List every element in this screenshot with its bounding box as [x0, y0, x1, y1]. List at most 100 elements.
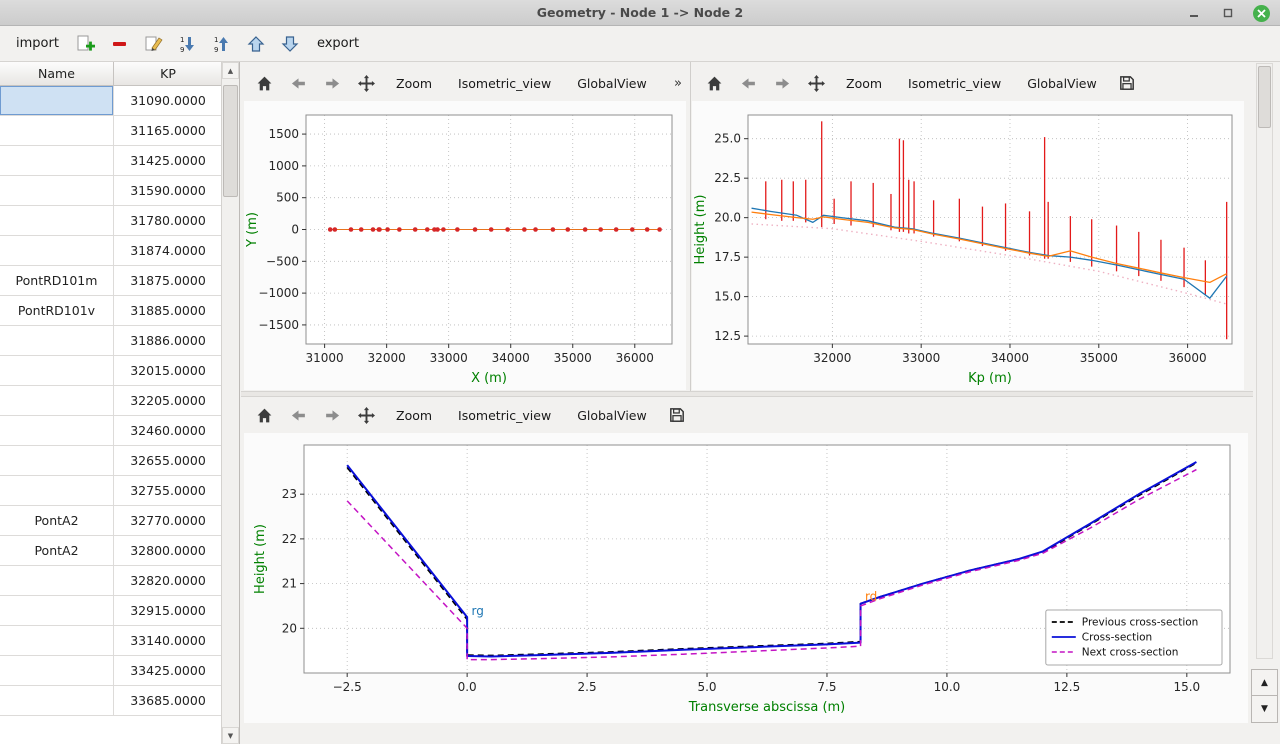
kp-cell[interactable]: 32915.0000 — [130, 603, 206, 618]
name-cell[interactable] — [0, 86, 114, 115]
name-cell[interactable] — [0, 656, 114, 685]
name-cell[interactable] — [0, 116, 114, 145]
kp-cell[interactable]: 32205.0000 — [130, 393, 206, 408]
name-cell[interactable] — [0, 206, 114, 235]
table-row[interactable]: 32655.0000 — [0, 446, 222, 476]
table-scrollbar[interactable]: ▲ ▼ — [221, 62, 239, 744]
kp-cell[interactable]: 31425.0000 — [130, 153, 206, 168]
scroll-up-button[interactable]: ▲ — [1251, 669, 1278, 696]
table-row[interactable]: PontA2 32800.0000 — [0, 536, 222, 566]
forward-icon[interactable] — [318, 402, 346, 428]
table-row[interactable]: 33140.0000 — [0, 626, 222, 656]
right-scrollbar[interactable] — [1256, 63, 1273, 659]
table-row[interactable]: 31590.0000 — [0, 176, 222, 206]
table-row[interactable]: 33685.0000 — [0, 686, 222, 716]
forward-icon[interactable] — [768, 70, 796, 96]
table-row[interactable]: 32820.0000 — [0, 566, 222, 596]
table-row[interactable]: 31886.0000 — [0, 326, 222, 356]
kp-cell[interactable]: 31165.0000 — [130, 123, 206, 138]
global-view-button[interactable]: GlobalView — [1017, 70, 1107, 96]
kp-cell[interactable]: 32460.0000 — [130, 423, 206, 438]
toolbar-overflow-chevron[interactable]: » — [674, 75, 682, 91]
delete-section-icon[interactable] — [109, 34, 131, 54]
kp-cell[interactable]: 31090.0000 — [130, 93, 206, 108]
table-row[interactable]: PontRD101m 31875.0000 — [0, 266, 222, 296]
table-row[interactable]: 32460.0000 — [0, 416, 222, 446]
kp-cell[interactable]: 31780.0000 — [130, 213, 206, 228]
zoom-button[interactable]: Zoom — [386, 70, 443, 96]
name-cell[interactable] — [0, 476, 114, 505]
name-cell[interactable] — [0, 626, 114, 655]
column-header-name[interactable]: Name — [0, 62, 114, 85]
kp-cell[interactable]: 31590.0000 — [130, 183, 206, 198]
save-icon[interactable] — [663, 402, 691, 428]
pan-icon[interactable] — [352, 70, 380, 96]
add-section-icon[interactable] — [75, 34, 97, 54]
pan-icon[interactable] — [352, 402, 380, 428]
kp-cell[interactable]: 31886.0000 — [130, 333, 206, 348]
kp-cell[interactable]: 33685.0000 — [130, 693, 206, 708]
table-row[interactable]: PontRD101v 31885.0000 — [0, 296, 222, 326]
table-row[interactable]: 32015.0000 — [0, 356, 222, 386]
table-row[interactable]: 31165.0000 — [0, 116, 222, 146]
scroll-down-button[interactable]: ▼ — [1251, 696, 1278, 723]
isometric-view-button[interactable]: Isometric_view — [448, 70, 562, 96]
table-row[interactable]: 32915.0000 — [0, 596, 222, 626]
plan-view-chart[interactable]: 31000 32000 33000 34000 35000 36000 −1500 −1000… — [244, 101, 686, 390]
name-cell[interactable] — [0, 686, 114, 715]
isometric-view-button[interactable]: Isometric_view — [448, 402, 562, 428]
name-cell[interactable] — [0, 566, 114, 595]
edit-section-icon[interactable] — [143, 34, 165, 54]
forward-icon[interactable] — [318, 70, 346, 96]
back-icon[interactable] — [284, 70, 312, 96]
table-row[interactable]: PontA2 32770.0000 — [0, 506, 222, 536]
scroll-up-icon[interactable]: ▲ — [222, 62, 239, 79]
name-cell[interactable] — [0, 386, 114, 415]
table-row[interactable]: 31874.0000 — [0, 236, 222, 266]
move-down-icon[interactable] — [279, 34, 301, 54]
kp-cell[interactable]: 33425.0000 — [130, 663, 206, 678]
export-button[interactable]: export — [313, 34, 363, 53]
zoom-button[interactable]: Zoom — [836, 70, 893, 96]
right-scroll-thumb[interactable] — [1258, 66, 1271, 128]
isometric-view-button[interactable]: Isometric_view — [898, 70, 1012, 96]
kp-cell[interactable]: 32820.0000 — [130, 573, 206, 588]
kp-cell[interactable]: 31885.0000 — [130, 303, 206, 318]
name-cell[interactable]: PontRD101m — [0, 266, 114, 295]
name-cell[interactable] — [0, 326, 114, 355]
name-cell[interactable] — [0, 416, 114, 445]
name-cell[interactable] — [0, 446, 114, 475]
name-cell[interactable] — [0, 596, 114, 625]
kp-cell[interactable]: 33140.0000 — [130, 633, 206, 648]
name-cell[interactable]: PontA2 — [0, 506, 114, 535]
save-icon[interactable] — [1113, 70, 1141, 96]
name-cell[interactable] — [0, 356, 114, 385]
restore-button[interactable] — [1219, 4, 1237, 22]
column-header-kp[interactable]: KP — [160, 66, 176, 81]
table-scroll-track[interactable] — [222, 79, 239, 727]
name-cell[interactable] — [0, 236, 114, 265]
name-cell[interactable]: PontRD101v — [0, 296, 114, 325]
name-cell[interactable] — [0, 176, 114, 205]
name-cell[interactable] — [0, 146, 114, 175]
home-icon[interactable] — [700, 70, 728, 96]
zoom-button[interactable]: Zoom — [386, 402, 443, 428]
kp-cell[interactable]: 32655.0000 — [130, 453, 206, 468]
longitudinal-profile-chart[interactable]: 32000 33000 34000 35000 36000 12.5 15.0 17.5 20.… — [692, 101, 1244, 390]
global-view-button[interactable]: GlobalView — [567, 402, 657, 428]
kp-cell[interactable]: 32770.0000 — [130, 513, 206, 528]
table-row[interactable]: 31090.0000 — [0, 86, 222, 116]
pane-splitter-horizontal[interactable] — [241, 391, 1253, 397]
kp-cell[interactable]: 31874.0000 — [130, 243, 206, 258]
minimize-button[interactable] — [1185, 4, 1203, 22]
table-scroll-thumb[interactable] — [223, 85, 238, 197]
kp-cell[interactable]: 31875.0000 — [130, 273, 206, 288]
back-icon[interactable] — [284, 402, 312, 428]
table-row[interactable]: 32205.0000 — [0, 386, 222, 416]
import-button[interactable]: import — [12, 34, 63, 53]
table-row[interactable]: 33425.0000 — [0, 656, 222, 686]
name-cell[interactable]: PontA2 — [0, 536, 114, 565]
global-view-button[interactable]: GlobalView — [567, 70, 657, 96]
